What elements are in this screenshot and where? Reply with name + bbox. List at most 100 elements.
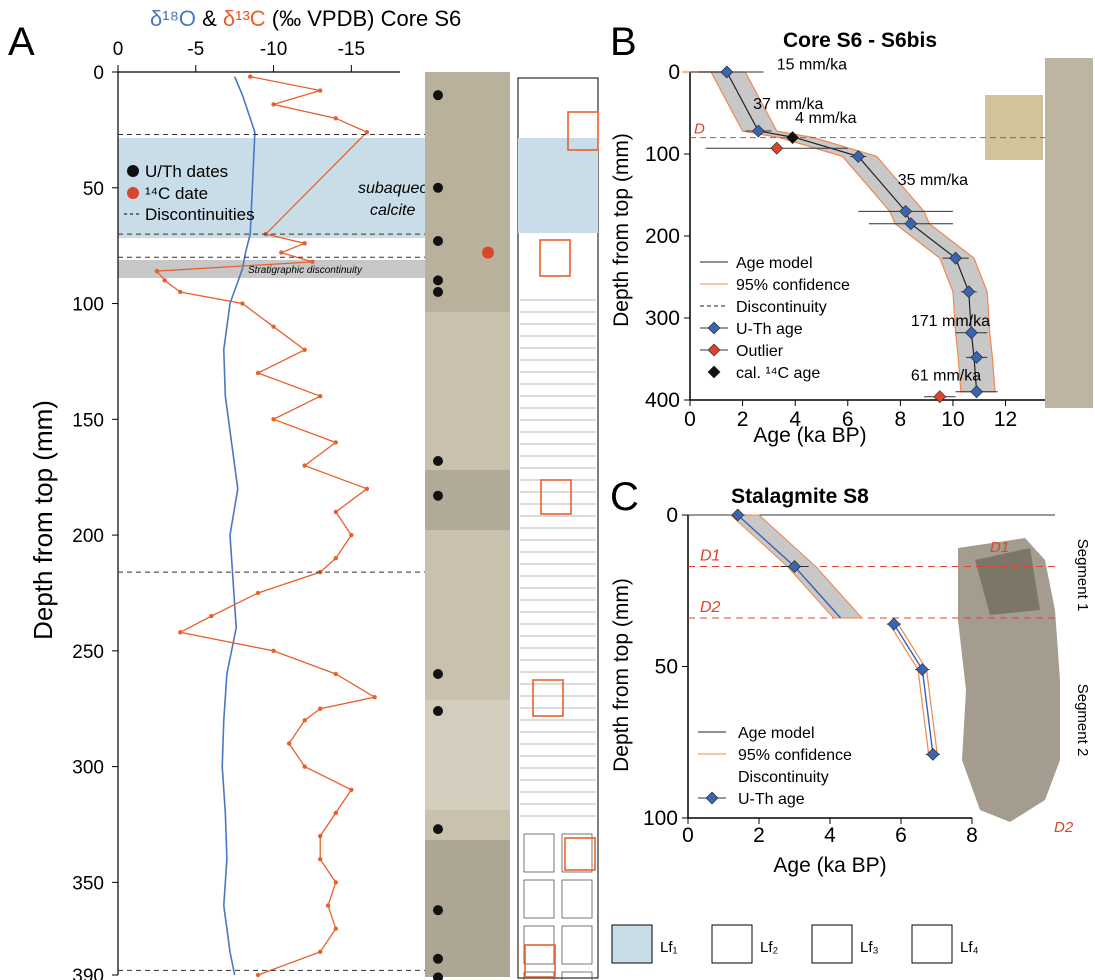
c-uth-point [731, 508, 745, 522]
d13c-point [364, 130, 370, 135]
panel-a: A δ¹⁸O & δ¹³C (‰ VPDB) Core S6 Stratigra… [8, 6, 979, 980]
b-legend-label: Discontinuity [736, 299, 827, 316]
d13c-point [248, 74, 253, 79]
d13c-point [333, 116, 338, 121]
d13c-point [333, 509, 338, 515]
photo-d2-label: D2 [1054, 819, 1074, 836]
c-uth-point [926, 747, 940, 761]
strat-label: Stratigraphic discontinuity [248, 265, 363, 276]
b-uth-point [962, 285, 976, 299]
stalagmite-segment-1 [975, 548, 1040, 615]
photo-d1-label: D1 [990, 539, 1009, 556]
c-uth-point [788, 560, 801, 573]
d13c-point [349, 787, 354, 792]
uth-date-dot [433, 972, 443, 980]
title-d13c: δ¹³C [223, 6, 266, 31]
d13c-point [255, 590, 261, 596]
a-series [154, 74, 377, 978]
lf-label: Lf₃ [860, 939, 879, 956]
log-lf1 [518, 138, 598, 233]
panel-c-letter: C [610, 475, 639, 519]
b-xtick-label: 2 [737, 408, 749, 431]
d13c-point [364, 486, 370, 491]
b-uth-point [904, 217, 918, 231]
a-ytick-label: 150 [72, 410, 104, 431]
log-sample-box [567, 111, 599, 151]
a-xticks: 0 -5 -10 -15 [113, 39, 365, 72]
b-xlabel: Age (ka BP) [753, 424, 866, 447]
uth-date-dot [433, 905, 443, 916]
b-xtick-label: 10 [941, 408, 964, 431]
c-xtick-label: 2 [753, 824, 765, 847]
d13c-point [302, 347, 307, 353]
a-ytick-label: 390 [72, 966, 104, 980]
d13c-point [302, 463, 307, 468]
a-discontinuities [118, 134, 425, 971]
c-ytick-label: 50 [655, 656, 678, 679]
b-outlier-point [770, 141, 784, 155]
a-ytick-label: 100 [72, 295, 104, 316]
d13c-point [318, 857, 323, 862]
d13c-point [333, 880, 338, 885]
d13c-point [333, 556, 338, 561]
b-legend-c14-marker [707, 365, 721, 379]
log-cell [561, 879, 593, 919]
b-rate-label: 4 mm/ka [795, 110, 856, 127]
b-uth-point [970, 350, 984, 364]
d13c-point [271, 324, 276, 329]
c-disc-label: D1 [700, 548, 720, 565]
d13c-point [162, 278, 167, 283]
log-cell [523, 833, 555, 873]
d13c-point [333, 810, 338, 816]
log-sample-box [564, 837, 596, 871]
c-legend-label: 95% confidence [738, 747, 852, 764]
b-xtick-label: 4 [789, 408, 801, 431]
b-ylabel: Depth from top (mm) [610, 133, 633, 327]
lf-swatch [611, 924, 653, 964]
d13c-point [318, 88, 323, 93]
d13c-point [333, 440, 338, 445]
log-cell [523, 971, 555, 980]
a-ytick-label: 0 [93, 63, 104, 84]
a-xtick-label: 0 [113, 39, 124, 60]
log-sample-box [532, 679, 564, 717]
b-rate-label: 171 mm/ka [911, 313, 990, 330]
uth-date-dot [433, 669, 443, 679]
b-outlier-point [933, 390, 947, 404]
segment-2-label: Segment 2 [1074, 684, 1091, 757]
d13c-point [318, 706, 323, 711]
log-sample-box [540, 479, 572, 515]
a-ytick-label: 200 [72, 526, 104, 547]
b-ytick-label: 400 [645, 389, 680, 412]
legend-uth-marker [127, 165, 139, 177]
b-legend-label: cal. ¹⁴C age [736, 365, 820, 382]
c-uth-point [915, 663, 929, 676]
b-ytick-label: 200 [645, 225, 680, 248]
d13c-point [209, 613, 214, 619]
legend-c14-marker [127, 187, 139, 199]
d13c-point [255, 370, 261, 376]
log-cell [561, 971, 593, 980]
uth-date-dot [433, 275, 443, 286]
d13c-point [271, 102, 276, 107]
d13c-point [318, 393, 323, 399]
b-rate-label: 35 mm/ka [898, 172, 968, 189]
uth-date-dot [433, 90, 443, 101]
d13c-point [333, 671, 338, 677]
uth-date-dot [433, 490, 443, 501]
c-ylabel: Depth from top (mm) [610, 578, 633, 772]
d13c-point [310, 259, 315, 265]
c-legend-label: Discontinuity [738, 769, 829, 786]
core-photo-band-2 [425, 700, 510, 810]
b-uth-point [720, 65, 734, 79]
c-xlabel: Age (ka BP) [773, 854, 886, 877]
c-confidence-line [889, 623, 930, 755]
lf-swatch [911, 924, 953, 964]
uth-date-dot [433, 236, 443, 247]
b-inset-photo [985, 95, 1043, 160]
panel-b-title: Core S6 - S6bis [783, 29, 937, 52]
d13c-point [318, 949, 323, 955]
d13c-point [325, 903, 331, 908]
log-cell [523, 879, 555, 919]
